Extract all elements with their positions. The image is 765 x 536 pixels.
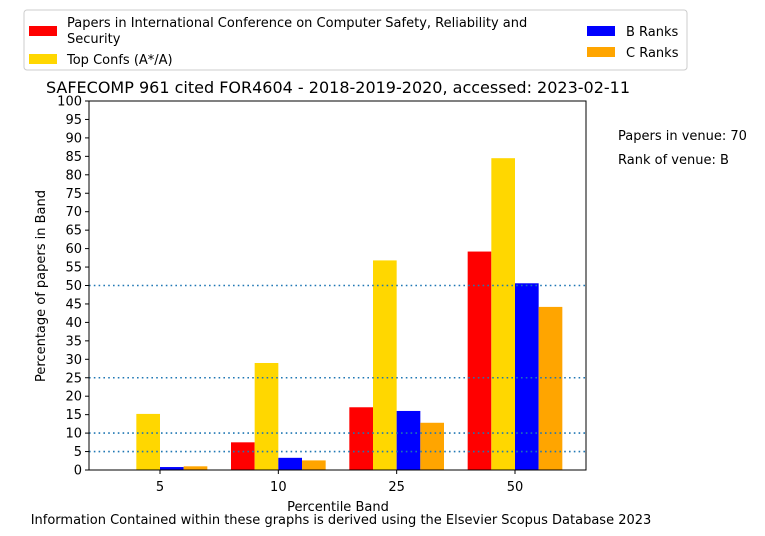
legend-label-c: C Ranks [626,46,679,61]
y-tick-label: 75 [65,187,82,202]
y-tick-label: 90 [65,131,82,146]
x-axis-label: Percentile Band [287,500,389,515]
y-tick-label: 65 [65,224,82,239]
bar [278,457,302,470]
bar [160,467,184,470]
bar [515,283,539,470]
papers-in-venue: Papers in venue: 70 [618,129,747,144]
x-tick-label: 5 [156,480,164,495]
legend-swatch-b [587,26,615,36]
y-tick-label: 55 [65,261,82,276]
legend-label-b: B Ranks [626,25,679,40]
bar [420,422,444,470]
y-tick-label: 50 [65,279,82,294]
y-tick-label: 5 [74,445,82,460]
y-tick-label: 10 [65,427,82,442]
y-tick-label: 85 [65,150,82,165]
x-axis: 5 10 25 50 [156,470,523,495]
bar [396,410,421,470]
y-tick-label: 20 [65,390,82,405]
y-tick-label: 95 [65,113,82,128]
bar [467,251,492,470]
y-tick-label: 30 [65,353,82,368]
y-tick-label: 0 [74,464,82,479]
bar [254,362,279,470]
bar [302,460,326,470]
legend-label-venue-line2: Security [67,32,121,47]
y-tick-label: 35 [65,334,82,349]
y-tick-label: 80 [65,168,82,183]
y-tick-label: 25 [65,371,82,386]
bar [373,260,397,470]
y-axis-label: Percentage of papers in Band [34,190,49,382]
y-tick-label: 40 [65,316,82,331]
legend-label-top: Top Confs (A*/A) [66,53,173,68]
reference-lines [89,284,586,453]
bar [231,442,255,470]
rank-of-venue: Rank of venue: B [618,153,729,168]
y-tick-label: 100 [57,95,82,110]
x-tick-label: 10 [270,480,287,495]
legend-swatch-top [29,54,57,64]
bar [491,158,515,470]
legend-swatch-venue [29,26,57,36]
x-tick-label: 25 [388,480,405,495]
chart-title: SAFECOMP 961 cited FOR4604 - 2018-2019-2… [46,78,630,97]
plot-frame [88,100,587,471]
legend-label-venue-line1: Papers in International Conference on Co… [67,16,527,31]
y-tick-label: 60 [65,242,82,257]
bar [183,466,208,470]
footer-note: Information Contained within these graph… [31,513,652,528]
bars [136,158,563,470]
y-tick-label: 70 [65,205,82,220]
y-axis: 0 5 10 15 20 25 30 35 40 45 50 55 60 65 70 75 80 85 90 95 10… [57,95,89,479]
legend-frame [23,9,688,71]
y-tick-label: 45 [65,297,82,312]
x-tick-label: 50 [507,480,524,495]
legend: Papers in International Conference on Co… [23,9,688,71]
bar [538,306,563,470]
legend-swatch-c [587,47,615,57]
bar [349,407,373,470]
y-tick-label: 15 [65,408,82,423]
bar [136,413,160,470]
